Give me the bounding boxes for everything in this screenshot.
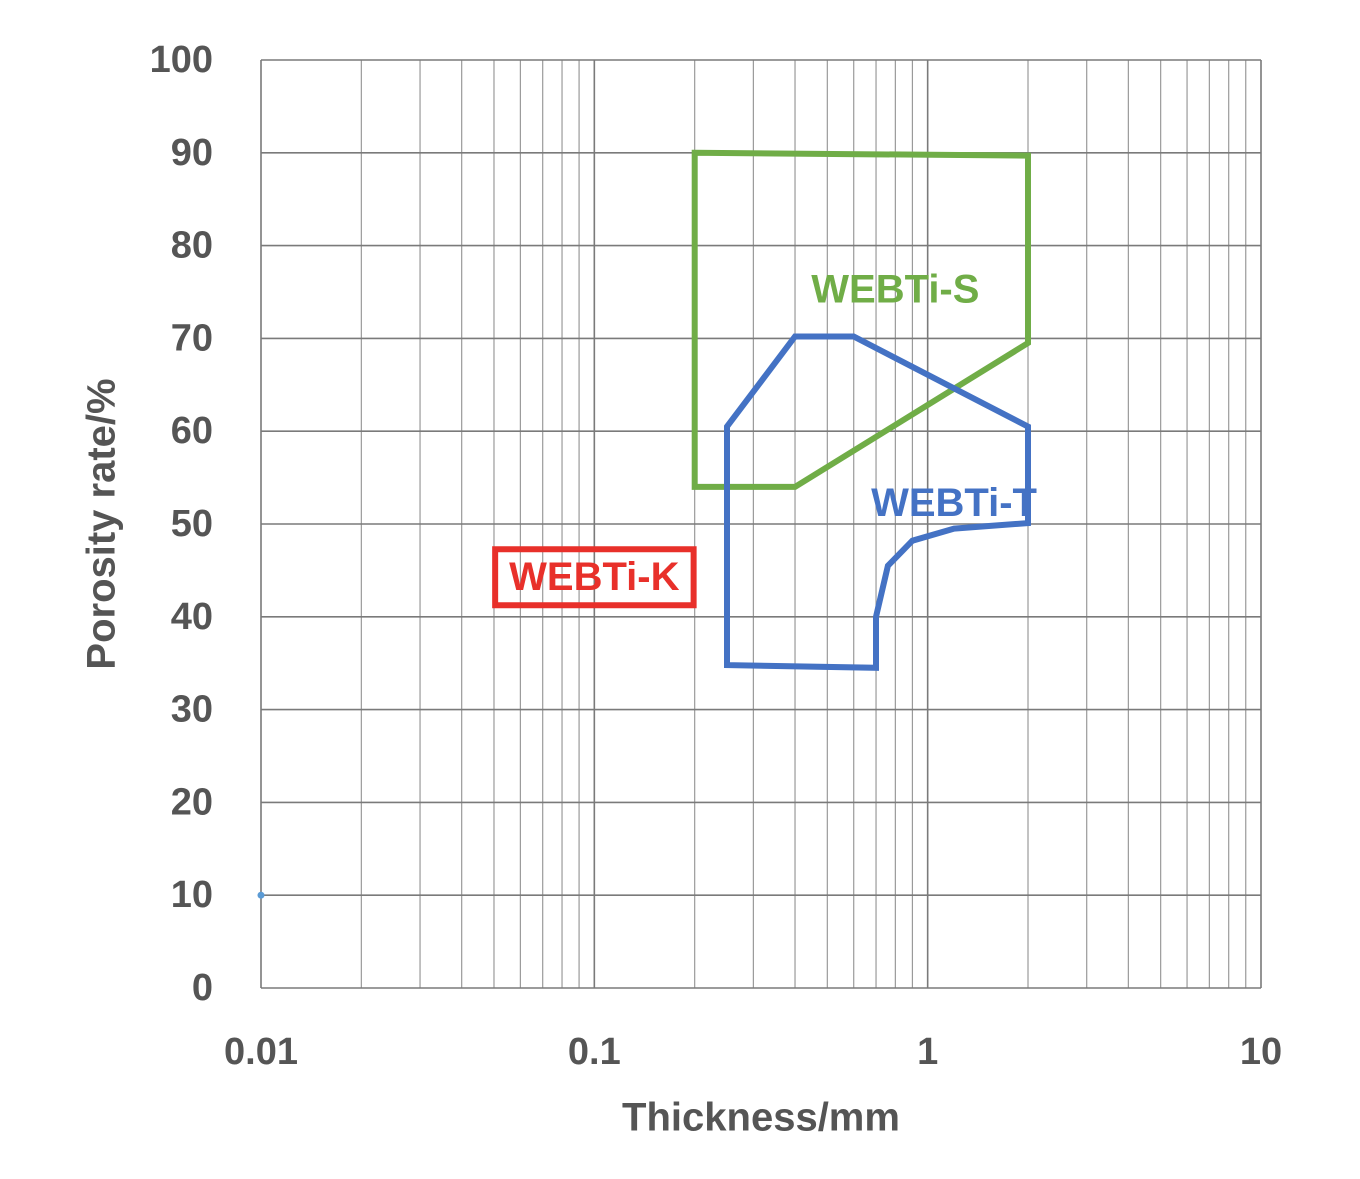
y-tick-label: 10: [171, 874, 213, 916]
y-tick-label: 20: [171, 781, 213, 823]
region-outline-webti-t: [724, 333, 1031, 671]
y-tick-label: 60: [171, 410, 213, 452]
y-tick-label: 90: [171, 132, 213, 174]
y-axis-ticks: 0 10 20 30 40 50 60 70 80 90 100: [150, 39, 213, 1009]
y-tick-label: 30: [171, 689, 213, 731]
region-outline-webti-s: [691, 149, 1031, 490]
y-tick-label: 40: [171, 596, 213, 638]
y-tick-label: 80: [171, 225, 213, 267]
region-label-webti-s: WEBTi-S: [811, 268, 979, 312]
grid: [260, 59, 1262, 989]
region-label-webti-t: WEBTi-T: [871, 481, 1037, 525]
y-axis-title: Porosity rate/%: [80, 378, 124, 669]
x-axis-title: Thickness/mm: [622, 1096, 900, 1140]
x-tick-label: 1: [917, 1031, 938, 1073]
regions: WEBTi-S WEBTi-T WEBTi-K: [492, 149, 1037, 671]
data-point: [257, 891, 265, 899]
x-tick-label: 0.01: [224, 1031, 298, 1073]
x-axis-ticks: 0.01 0.1 1 10: [224, 1031, 1282, 1073]
points: [257, 891, 265, 899]
y-tick-label: 70: [171, 317, 213, 359]
x-tick-label: 10: [1240, 1031, 1282, 1073]
y-tick-label: 100: [150, 39, 213, 81]
region-label-webti-k: WEBTi-K: [509, 555, 679, 599]
y-tick-label: 0: [192, 967, 213, 1009]
x-tick-label: 0.1: [568, 1031, 621, 1073]
y-tick-label: 50: [171, 503, 213, 545]
region-label-box-webti-k: [492, 546, 697, 609]
